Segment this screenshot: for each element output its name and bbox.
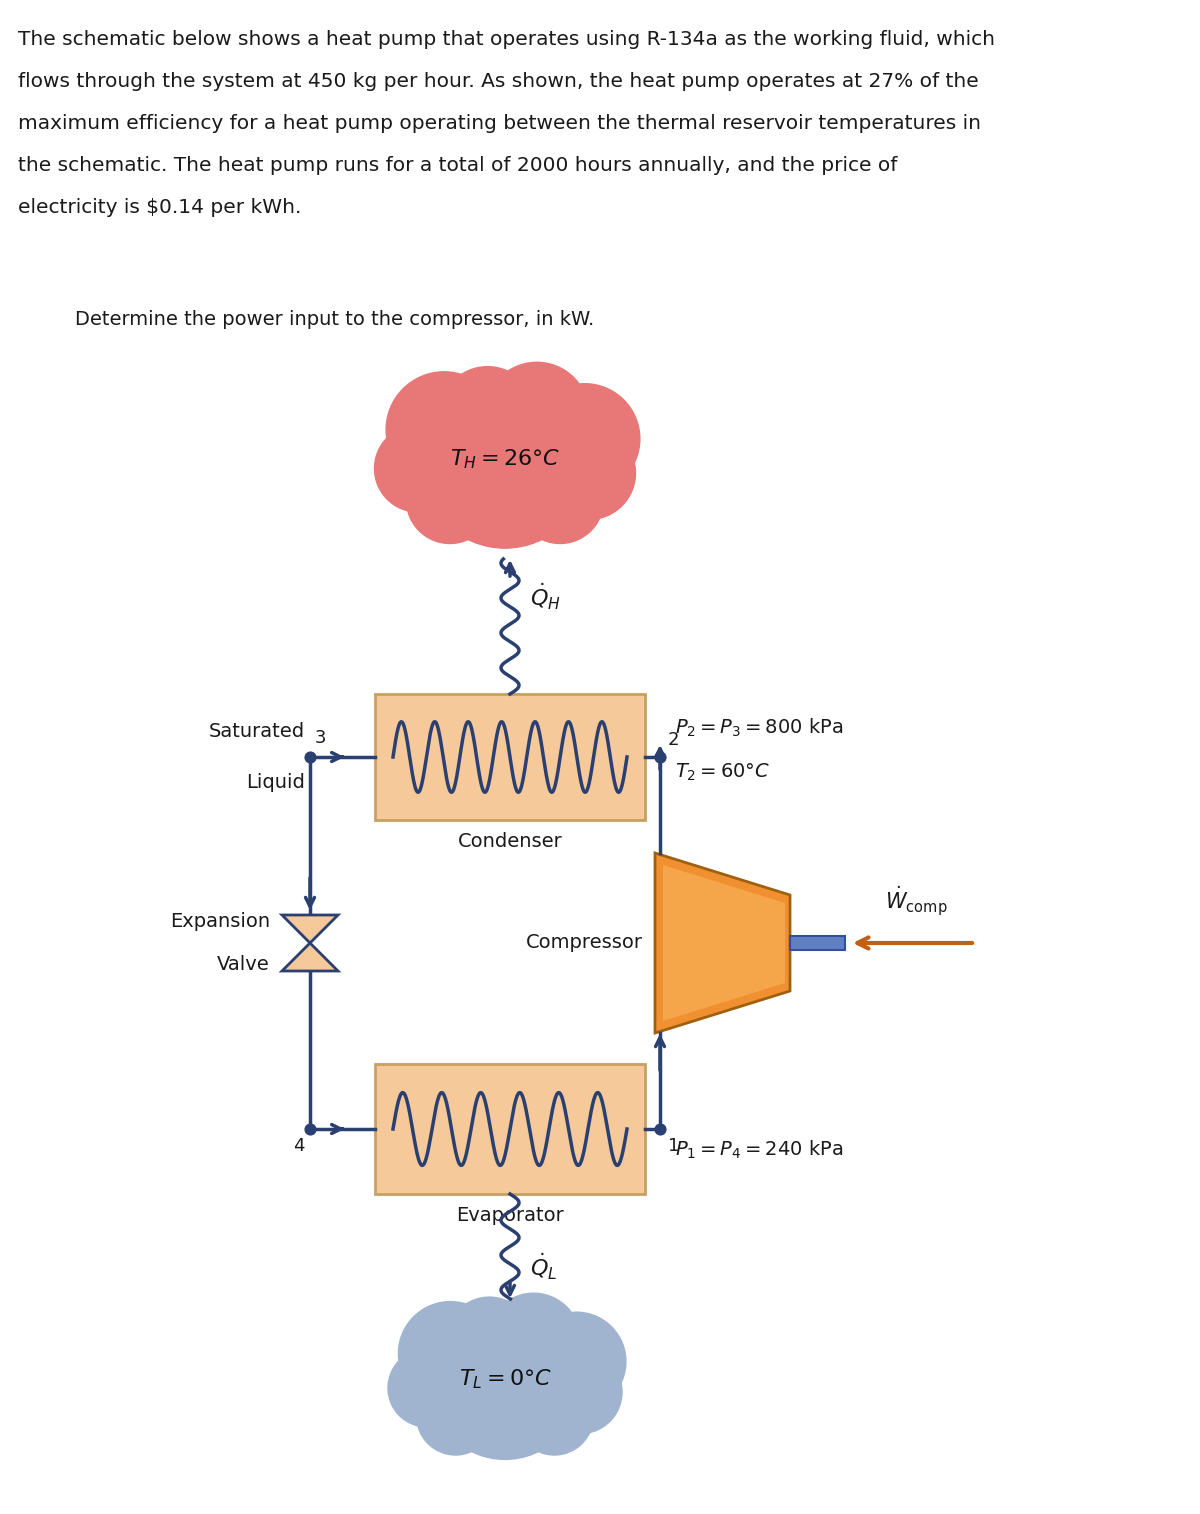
Circle shape	[388, 1349, 466, 1428]
Text: Expansion: Expansion	[170, 911, 270, 931]
Circle shape	[398, 1302, 503, 1405]
FancyBboxPatch shape	[790, 936, 845, 949]
Text: $\dot{Q}_H$: $\dot{Q}_H$	[530, 581, 560, 612]
Circle shape	[542, 427, 636, 519]
Text: 4: 4	[294, 1137, 305, 1155]
Polygon shape	[655, 852, 790, 1033]
Polygon shape	[282, 914, 338, 943]
Circle shape	[487, 1293, 581, 1387]
Circle shape	[539, 1350, 622, 1434]
Text: Valve: Valve	[217, 955, 270, 974]
Circle shape	[527, 1313, 626, 1411]
Text: 3: 3	[314, 730, 326, 746]
Circle shape	[464, 466, 546, 548]
Text: $T_L = 0°C$: $T_L = 0°C$	[458, 1367, 552, 1391]
Text: $P_2 = P_3 = 800$ kPa: $P_2 = P_3 = 800$ kPa	[674, 716, 844, 739]
Point	[300, 1117, 319, 1142]
Text: 2: 2	[668, 731, 679, 749]
Text: $P_1 = P_4 = 240$ kPa: $P_1 = P_4 = 240$ kPa	[674, 1139, 844, 1161]
Circle shape	[485, 362, 589, 466]
Polygon shape	[662, 864, 785, 1020]
Text: $T_H = 26°C$: $T_H = 26°C$	[450, 447, 560, 471]
Circle shape	[446, 1297, 533, 1382]
Text: Liquid: Liquid	[246, 774, 305, 792]
Circle shape	[386, 372, 502, 488]
Point	[650, 1117, 670, 1142]
Polygon shape	[282, 943, 338, 970]
Text: the schematic. The heat pump runs for a total of 2000 hours annually, and the pr: the schematic. The heat pump runs for a …	[18, 156, 898, 176]
Text: Compressor: Compressor	[526, 934, 643, 952]
Text: flows through the system at 450 kg per hour. As shown, the heat pump operates at: flows through the system at 450 kg per h…	[18, 73, 979, 91]
Circle shape	[439, 366, 535, 462]
Text: electricity is $0.14 per kWh.: electricity is $0.14 per kWh.	[18, 198, 301, 217]
Circle shape	[421, 380, 589, 548]
Text: Determine the power input to the compressor, in kW.: Determine the power input to the compres…	[74, 310, 594, 329]
Text: $\dot{Q}_L$: $\dot{Q}_L$	[530, 1251, 558, 1282]
Text: The schematic below shows a heat pump that operates using R-134a as the working : The schematic below shows a heat pump th…	[18, 30, 995, 48]
Point	[650, 745, 670, 769]
Circle shape	[430, 1308, 581, 1459]
Text: Saturated: Saturated	[209, 722, 305, 740]
Point	[300, 745, 319, 769]
Text: maximum efficiency for a heat pump operating between the thermal reservoir tempe: maximum efficiency for a heat pump opera…	[18, 114, 982, 133]
Text: Condenser: Condenser	[457, 833, 563, 851]
Text: $\dot{W}_{\mathrm{comp}}$: $\dot{W}_{\mathrm{comp}}$	[886, 884, 948, 917]
FancyBboxPatch shape	[374, 1064, 646, 1195]
Circle shape	[407, 457, 493, 544]
Circle shape	[374, 425, 462, 512]
Circle shape	[516, 1378, 593, 1455]
FancyBboxPatch shape	[374, 693, 646, 821]
Circle shape	[469, 1385, 541, 1459]
Circle shape	[517, 457, 604, 544]
Text: $T_2 = 60°C$: $T_2 = 60°C$	[674, 762, 770, 783]
Text: 1: 1	[668, 1137, 679, 1155]
Circle shape	[529, 383, 640, 494]
Text: Evaporator: Evaporator	[456, 1207, 564, 1225]
Circle shape	[416, 1378, 494, 1455]
